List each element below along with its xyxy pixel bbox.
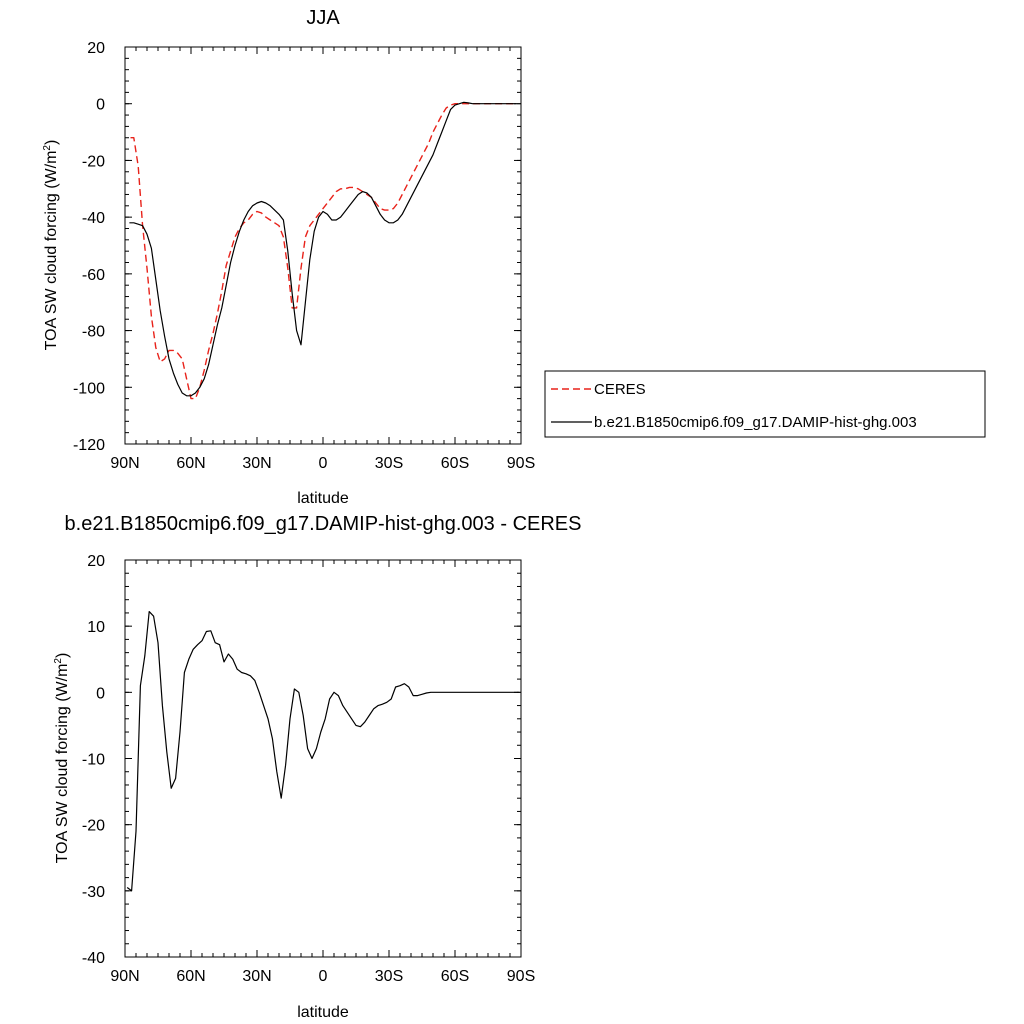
x-axis: 90N 60N 30N 0 30S 60S 90S	[110, 560, 535, 985]
series-layer	[126, 610, 519, 892]
y-axis-label: TOA SW cloud forcing (W/m2)	[53, 653, 71, 864]
y-axis: 20 0 -20 -40 -60 -80 -100 -120	[73, 40, 521, 454]
x-tick-label: 60S	[441, 455, 469, 472]
y-tick-label: 20	[87, 553, 105, 570]
plot-area: 90N 60N 30N 0 30S 60S 90S 20 10 0 -10 -20 -30 -40	[82, 553, 535, 985]
y-tick-label: -120	[73, 437, 105, 454]
panel-top: JJA 90N 60N 30N 0 30S 60S 90S 20 0 -20 -40 -60 -80 -…	[42, 7, 986, 507]
series-line-ceres	[130, 102, 517, 400]
x-axis-label: latitude	[297, 1004, 349, 1021]
y-axis-label-text: TOA SW cloud forcing (W/m	[43, 151, 60, 351]
legend: CERES b.e21.B1850cmip6.f09_g17.DAMIP-his…	[544, 370, 986, 438]
x-axis: 90N 60N 30N 0 30S 60S 90S	[110, 47, 535, 472]
x-tick-label: 60N	[176, 455, 205, 472]
x-tick-label: 30S	[375, 455, 403, 472]
panel-title: JJA	[306, 7, 340, 29]
x-tick-label: 0	[319, 455, 328, 472]
y-axis-label-superscript: 2	[53, 658, 64, 664]
series-layer	[129, 101, 517, 400]
panel-bottom: b.e21.B1850cmip6.f09_g17.DAMIP-hist-ghg.…	[53, 513, 581, 1021]
y-tick-label: -20	[82, 818, 105, 835]
y-axis-label-superscript: 2	[42, 145, 53, 151]
series-line-b-e21-b1850cmip6-f09-g17-damip-hist-ghg-003	[129, 101, 517, 397]
x-tick-label: 30S	[375, 968, 403, 985]
y-tick-label: 10	[87, 619, 105, 636]
y-axis-label-close: )	[54, 653, 71, 658]
x-tick-label: 90N	[110, 968, 139, 985]
y-axis-label: TOA SW cloud forcing (W/m2)	[42, 140, 60, 351]
x-tick-label: 60S	[441, 968, 469, 985]
y-tick-label: -100	[73, 380, 105, 397]
y-tick-label: -10	[82, 752, 105, 769]
y-tick-label: 20	[87, 40, 105, 57]
y-tick-label: -40	[82, 950, 105, 967]
y-tick-label: -80	[82, 324, 105, 341]
y-tick-label: -60	[82, 267, 105, 284]
legend-label-model: b.e21.B1850cmip6.f09_g17.DAMIP-hist-ghg.…	[594, 414, 917, 431]
legend-box	[544, 370, 986, 438]
series-line-difference	[126, 610, 519, 892]
y-tick-label: -40	[82, 210, 105, 227]
plot-frame	[124, 559, 522, 958]
x-tick-label: 60N	[176, 968, 205, 985]
y-tick-label: -20	[82, 153, 105, 170]
x-tick-label: 90S	[507, 968, 535, 985]
y-axis: 20 10 0 -10 -20 -30 -40	[82, 553, 521, 967]
x-tick-label: 90N	[110, 455, 139, 472]
plot-frame	[124, 46, 522, 445]
x-axis-label: latitude	[297, 490, 349, 507]
x-tick-label: 90S	[507, 455, 535, 472]
y-tick-label: 0	[96, 685, 105, 702]
legend-label-ceres: CERES	[594, 381, 646, 398]
x-tick-label: 30N	[242, 455, 271, 472]
y-tick-label: -30	[82, 884, 105, 901]
y-tick-label: 0	[96, 97, 105, 114]
y-axis-label-close: )	[43, 140, 60, 145]
panel-title: b.e21.B1850cmip6.f09_g17.DAMIP-hist-ghg.…	[65, 513, 582, 535]
x-tick-label: 0	[319, 968, 328, 985]
plot-area: 90N 60N 30N 0 30S 60S 90S 20 0 -20 -40 -60 -80 -100 -…	[73, 40, 535, 472]
x-tick-label: 30N	[242, 968, 271, 985]
y-axis-label-text: TOA SW cloud forcing (W/m	[54, 664, 71, 864]
